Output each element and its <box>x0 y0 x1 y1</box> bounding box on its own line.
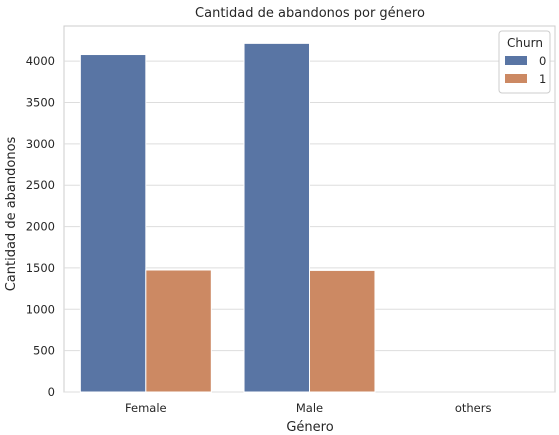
x-tick-label: others <box>455 401 492 415</box>
legend-title: Churn <box>507 36 543 50</box>
bar-female-churn-0 <box>79 54 147 393</box>
y-tick-label: 2500 <box>26 178 55 192</box>
y-tick-label: 1000 <box>26 302 55 316</box>
y-tick-labels: 0 500 1000 1500 2000 2500 3000 3500 4000 <box>26 54 55 399</box>
y-axis-label: Cantidad de abandonos <box>4 136 19 291</box>
legend-swatch-1 <box>505 74 527 83</box>
y-tick-label: 0 <box>48 385 55 399</box>
legend-swatch-0 <box>505 56 527 65</box>
bar-female-churn-1 <box>145 269 212 393</box>
y-tick-label: 1500 <box>26 261 55 275</box>
y-tick-label: 4000 <box>26 54 55 68</box>
chart-title: Cantidad de abandonos por género <box>195 6 425 21</box>
legend: Churn 0 1 <box>498 30 551 94</box>
y-tick-label: 3000 <box>26 137 55 151</box>
legend-label-1: 1 <box>539 72 546 86</box>
x-tick-label: Male <box>296 401 323 415</box>
y-tick-label: 500 <box>33 344 55 358</box>
bar-male-churn-1 <box>309 269 376 393</box>
bar-male-churn-0 <box>243 42 311 393</box>
y-tick-label: 2000 <box>26 220 55 234</box>
x-tick-labels: Female Male others <box>125 401 491 415</box>
legend-label-0: 0 <box>539 54 546 68</box>
x-axis-label: Género <box>286 420 333 435</box>
bars <box>79 42 376 393</box>
x-tick-label: Female <box>125 401 167 415</box>
y-tick-label: 3500 <box>26 96 55 110</box>
